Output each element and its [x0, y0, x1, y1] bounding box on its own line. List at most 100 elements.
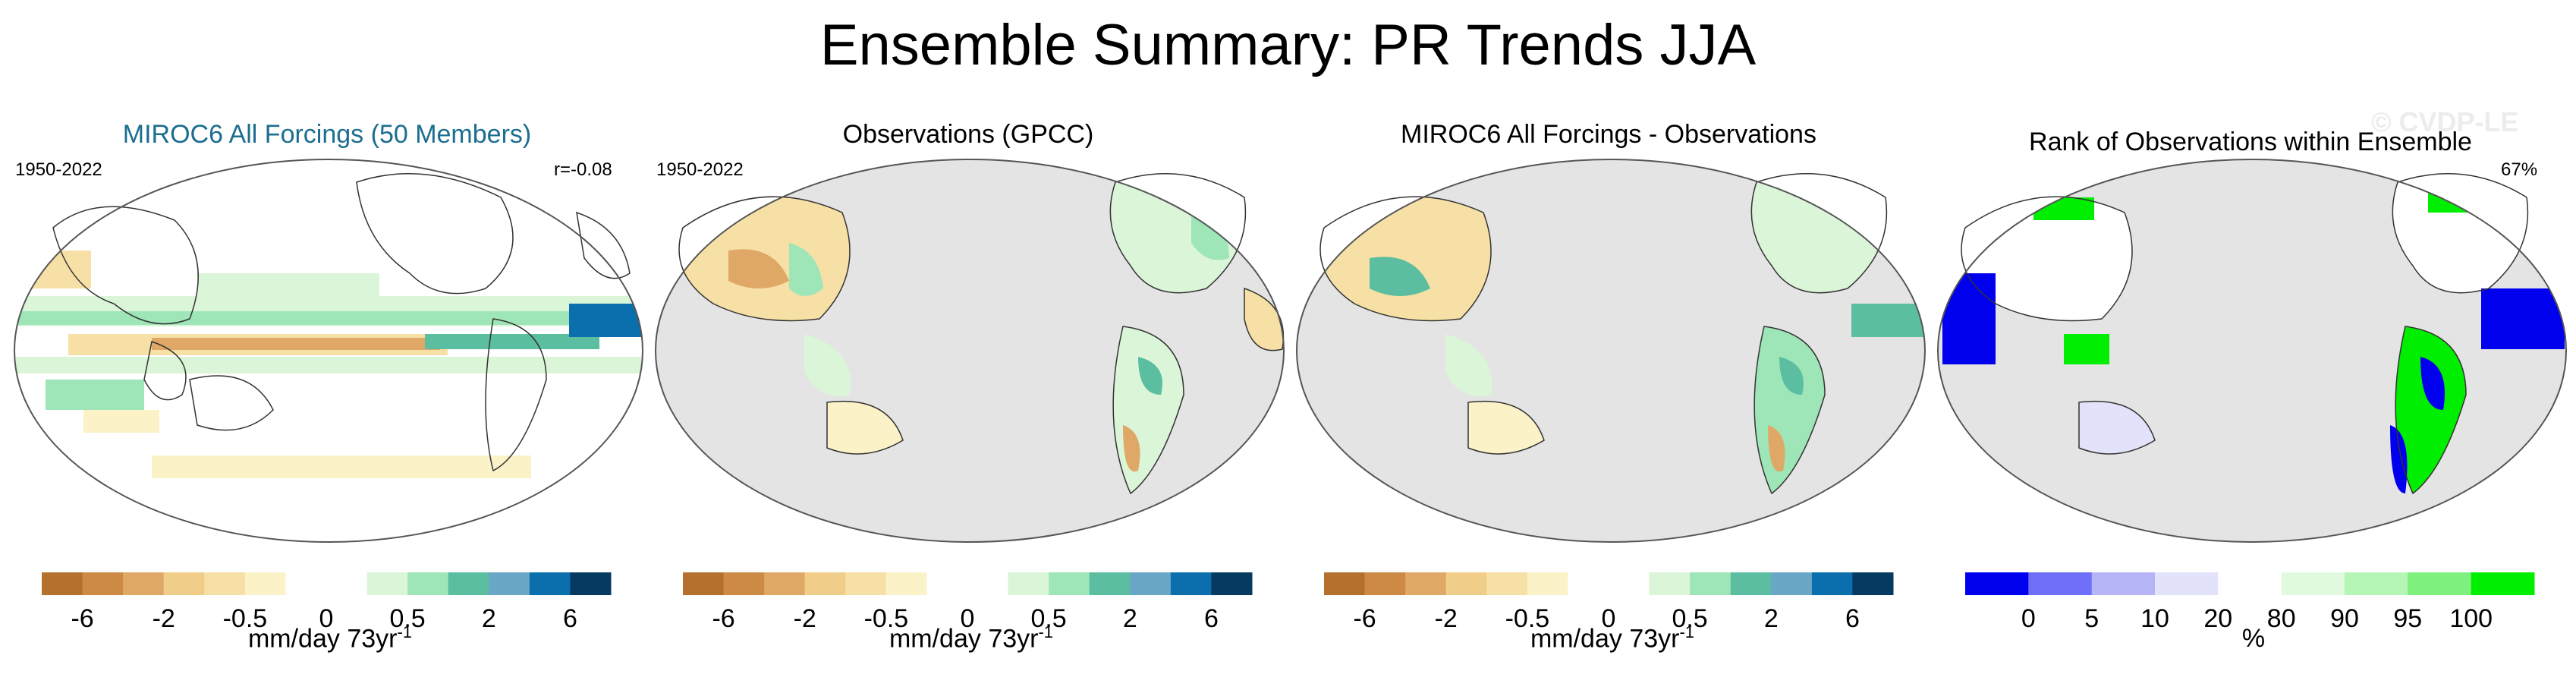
- colorbar-3-swatch: [1364, 572, 1406, 595]
- colorbar-2-tick-label: 0.5: [1030, 604, 1066, 633]
- colorbar-2-swatch: [1170, 572, 1212, 595]
- colorbar-3-swatch: [1811, 572, 1853, 595]
- colorbar-1-tick-label: 6: [563, 604, 577, 633]
- colorbar-2-swatch: [885, 572, 927, 595]
- coastlines-2: [678, 173, 1285, 495]
- colorbar-2-tick-label: 2: [1123, 604, 1137, 633]
- colorbar-1-swatch: [326, 572, 368, 595]
- land-2: [679, 173, 1284, 493]
- colorbar-2-swatch: [926, 572, 968, 595]
- colorbar-3-swatch: [1568, 572, 1609, 595]
- colorbar-4-swatch: [2471, 572, 2535, 595]
- colorbar-2-tick-label: -2: [794, 604, 816, 633]
- colorbar-3-swatch: [1771, 572, 1813, 595]
- colorbar-3-swatch: [1486, 572, 1528, 595]
- colorbar-3-tick-label: 0: [1602, 604, 1616, 633]
- colorbar-2-swatch: [1089, 572, 1131, 595]
- colorbar-1-unit: mm/day 73yr-1: [247, 622, 413, 654]
- colorbar-3-swatch: [1527, 572, 1568, 595]
- panel-4-percentage: 67%: [2501, 159, 2538, 180]
- colorbar-1-swatch: [489, 572, 530, 595]
- colorbar-2-swatch: [723, 572, 765, 595]
- colorbar-4-tick-label: 5: [2084, 604, 2099, 633]
- colorbar-2-unit: mm/day 73yr-1: [889, 622, 1054, 654]
- colorbar-2-tick-label: -0.5: [864, 604, 909, 633]
- colorbar-2-swatch: [804, 572, 846, 595]
- colorbar-2-tick-label: 6: [1204, 604, 1219, 633]
- colorbar-1-tick-label: 2: [482, 604, 496, 633]
- colorbar-1-swatch: [42, 572, 83, 595]
- colorbar-4-unit: %: [2241, 624, 2266, 653]
- panel-1-correlation: r=-0.08: [554, 159, 612, 180]
- colorbar-4-tick-label: 100: [2449, 604, 2493, 633]
- colorbar-1-swatch: [407, 572, 449, 595]
- colorbar-1-tick-label: -2: [153, 604, 175, 633]
- colorbar-2-swatch: [1008, 572, 1049, 595]
- map-panel-2: [655, 159, 1285, 543]
- colorbar-4-swatch: [2155, 572, 2219, 595]
- colorbar-1-swatch: [123, 572, 165, 595]
- panel-1-period: 1950-2022: [15, 159, 102, 180]
- colorbar-2-tick-label: 0: [961, 604, 975, 633]
- colorbar-3-tick-label: -0.5: [1505, 604, 1550, 633]
- colorbar-3-swatch: [1609, 572, 1650, 595]
- panel-title-4: Rank of Observations within Ensemble: [2029, 128, 2472, 156]
- colorbar-3-swatch: [1852, 572, 1894, 595]
- colorbar-1-swatch: [244, 572, 286, 595]
- colorbar-1-swatch: [82, 572, 124, 595]
- colorbar-4-swatch: [2281, 572, 2345, 595]
- colorbar-3-unit: mm/day 73yr-1: [1530, 622, 1695, 654]
- colorbar-2-swatch: [845, 572, 887, 595]
- colorbar-4-swatch: [1965, 572, 2029, 595]
- colorbar-4-tick-label: 10: [2140, 604, 2169, 633]
- colorbar-4-tick-label: 0: [2021, 604, 2036, 633]
- colorbar-1-tick-label: -0.5: [223, 604, 268, 633]
- colorbar-1-swatch: [529, 572, 571, 595]
- colorbar-1-swatch: [163, 572, 205, 595]
- colorbar-3-tick-label: -6: [1353, 604, 1376, 633]
- colorbar-4-swatch: [2091, 572, 2156, 595]
- colorbar-3-tick-label: -2: [1435, 604, 1458, 633]
- colorbar-3-swatch: [1649, 572, 1691, 595]
- panel-title-1: MIROC6 All Forcings (50 Members): [122, 120, 532, 149]
- map-panel-3: [1296, 159, 1926, 543]
- colorbar-3-swatch: [1405, 572, 1447, 595]
- colorbar-1-swatch: [570, 572, 612, 595]
- colorbar-4-tick-label: 95: [2393, 604, 2422, 633]
- colorbar-2-tick-label: -6: [712, 604, 734, 633]
- colorbar-4-tick-label: 80: [2267, 604, 2296, 633]
- panel-title-2: Observations (GPCC): [842, 120, 1094, 149]
- colorbar-3-swatch: [1445, 572, 1487, 595]
- colorbar-1-tick-label: 0: [319, 604, 334, 633]
- colorbar-4-swatch: [2028, 572, 2093, 595]
- colorbar-2-swatch: [683, 572, 725, 595]
- colorbar-3-swatch: [1324, 572, 1366, 595]
- colorbar-3-tick-label: 6: [1845, 604, 1860, 633]
- colorbar-2-swatch: [1049, 572, 1090, 595]
- coastlines-3: [1319, 173, 1888, 495]
- trend-field-1: [15, 251, 643, 478]
- coastlines-1: [52, 173, 631, 472]
- colorbar-3-tick-label: 2: [1764, 604, 1779, 633]
- colorbar-1-tick-label: -6: [71, 604, 93, 633]
- colorbar-3-tick-label: 0.5: [1672, 604, 1707, 633]
- panel-2-period: 1950-2022: [656, 159, 744, 180]
- colorbar-2-swatch: [764, 572, 806, 595]
- coastlines-4: [1961, 173, 2529, 495]
- main-title: Ensemble Summary: PR Trends JJA: [819, 13, 1757, 77]
- colorbar-2-swatch: [1130, 572, 1172, 595]
- colorbar-4-swatch: [2408, 572, 2472, 595]
- map-panel-1: [14, 159, 643, 543]
- colorbar-4-swatch: [2218, 572, 2282, 595]
- colorbar-2-swatch: [967, 572, 1009, 595]
- colorbar-3-swatch: [1690, 572, 1731, 595]
- colorbar-2-swatch: [1211, 572, 1253, 595]
- watermark: © CVDP-LE: [2371, 106, 2519, 137]
- colorbar-3-swatch: [1730, 572, 1772, 595]
- colorbar-1-tick-label: 0.5: [389, 604, 425, 633]
- colorbar-1-swatch: [285, 572, 327, 595]
- colorbar-1-swatch: [204, 572, 246, 595]
- colorbar-4-tick-label: 90: [2330, 604, 2359, 633]
